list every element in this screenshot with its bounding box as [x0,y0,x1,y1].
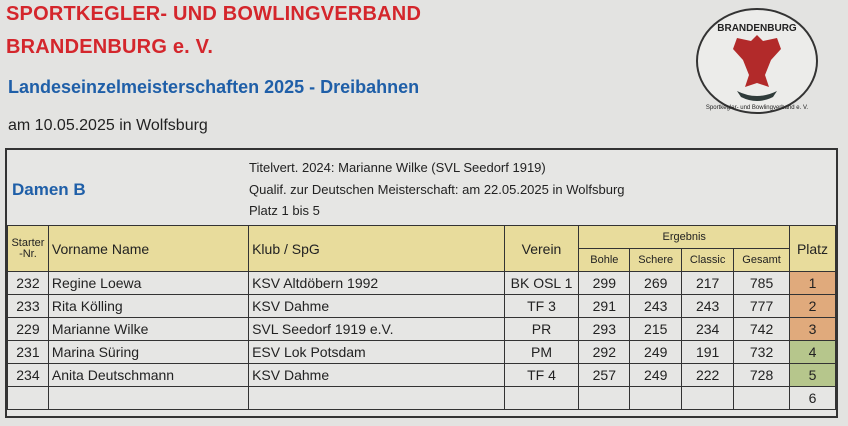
cell-platz: 5 [789,363,836,387]
cell-verein: TF 3 [503,294,580,318]
cell-classic [681,386,735,410]
event-date: am 10.05.2025 in Wolfsburg [8,117,208,134]
header-classic: Classic [681,248,735,272]
header-verein: Verein [503,225,580,272]
cell-nr [7,386,49,410]
event-title: Landeseinzelmeisterschaften 2025 - Dreib… [8,77,420,97]
results-table: Starter-Nr. Vorname Name Klub / SpG Vere… [7,225,836,410]
qualifying-places: Platz 1 bis 5 [249,203,320,218]
cell-classic: 234 [681,317,735,341]
cell-platz: 2 [789,294,836,318]
table-row: 6 [7,386,836,410]
cell-schere: 249 [629,363,683,387]
cell-schere: 249 [629,340,683,364]
cell-bohle: 299 [578,271,631,295]
category-title: Damen B [12,180,86,199]
cell-verein: PM [503,340,580,364]
cell-verein: BK OSL 1 [503,271,580,295]
cell-bohle: 291 [578,294,631,318]
cell-nr: 234 [7,363,49,387]
cell-name: Rita Kölling [47,294,250,318]
cell-gesamt: 785 [733,271,791,295]
cell-name: Marina Süring [47,340,250,364]
cell-bohle: 292 [578,340,631,364]
cell-verein [503,386,580,410]
header-gesamt: Gesamt [733,248,791,272]
header-ergebnis: Ergebnis [578,225,791,249]
svg-text:Sportkegler- und Bowlingverban: Sportkegler- und Bowlingverband e. V. [706,105,809,111]
cell-bohle [578,386,631,410]
header-platz: Platz [789,225,836,272]
cell-classic: 222 [681,363,735,387]
header-schere: Schere [629,248,683,272]
cell-gesamt: 732 [733,340,791,364]
results-panel: Damen B Titelvert. 2024: Marianne Wilke … [5,148,838,418]
table-row: 232 Regine Loewa KSV Altdöbern 1992 BK OSL … [7,271,836,295]
cell-schere: 215 [629,317,683,341]
org-name-line2: BRANDENBURG e. V. [6,36,214,58]
cell-name: Regine Loewa [47,271,250,295]
cell-classic: 191 [681,340,735,364]
cell-verein: PR [503,317,580,341]
header-bohle: Bohle [578,248,631,272]
cell-name [47,386,250,410]
cell-classic: 243 [681,294,735,318]
cell-platz: 3 [789,317,836,341]
cell-name: Marianne Wilke [47,317,250,341]
cell-platz: 4 [789,340,836,364]
cell-nr: 232 [7,271,49,295]
org-name-line1: SPORTKEGLER- UND BOWLINGVERBAND [6,3,422,25]
cell-schere [629,386,683,410]
cell-name: Anita Deutschmann [47,363,250,387]
cell-club: ESV Lok Potsdam [248,340,505,364]
cell-club [248,386,505,410]
cell-classic: 217 [681,271,735,295]
cell-platz: 6 [789,386,836,410]
header-club: Klub / SpG [248,225,505,272]
table-row: 229 Marianne Wilke SVL Seedorf 1919 e.V. PR… [7,317,836,341]
cell-club: KSV Dahme [248,294,505,318]
cell-platz: 1 [789,271,836,295]
red-eagle-icon [733,35,781,101]
cell-verein: TF 4 [503,363,580,387]
cell-gesamt: 742 [733,317,791,341]
cell-gesamt: 728 [733,363,791,387]
table-row: 233 Rita Kölling KSV Dahme TF 3 291 243 243 777… [7,294,836,318]
association-logo: BRANDENBURG Sportkegler- und Bowlingverb… [696,8,818,114]
svg-text:BRANDENBURG: BRANDENBURG [717,23,797,34]
cell-nr: 231 [7,340,49,364]
header-starter-nr: Starter-Nr. [7,225,49,272]
cell-schere: 269 [629,271,683,295]
cell-club: KSV Altdöbern 1992 [248,271,505,295]
header-name: Vorname Name [47,225,250,272]
title-holder: Titelvert. 2024: Marianne Wilke (SVL See… [249,160,546,175]
cell-bohle: 293 [578,317,631,341]
cell-nr: 233 [7,294,49,318]
cell-club: SVL Seedorf 1919 e.V. [248,317,505,341]
cell-schere: 243 [629,294,683,318]
cell-gesamt [733,386,791,410]
table-row: 231 Marina Süring ESV Lok Potsdam PM 292 249 1… [7,340,836,364]
cell-gesamt: 777 [733,294,791,318]
table-row: 234 Anita Deutschmann KSV Dahme TF 4 257 249 2… [7,363,836,387]
cell-bohle: 257 [578,363,631,387]
cell-nr: 229 [7,317,49,341]
cell-club: KSV Dahme [248,363,505,387]
qualification-info: Qualif. zur Deutschen Meisterschaft: am … [249,182,625,197]
